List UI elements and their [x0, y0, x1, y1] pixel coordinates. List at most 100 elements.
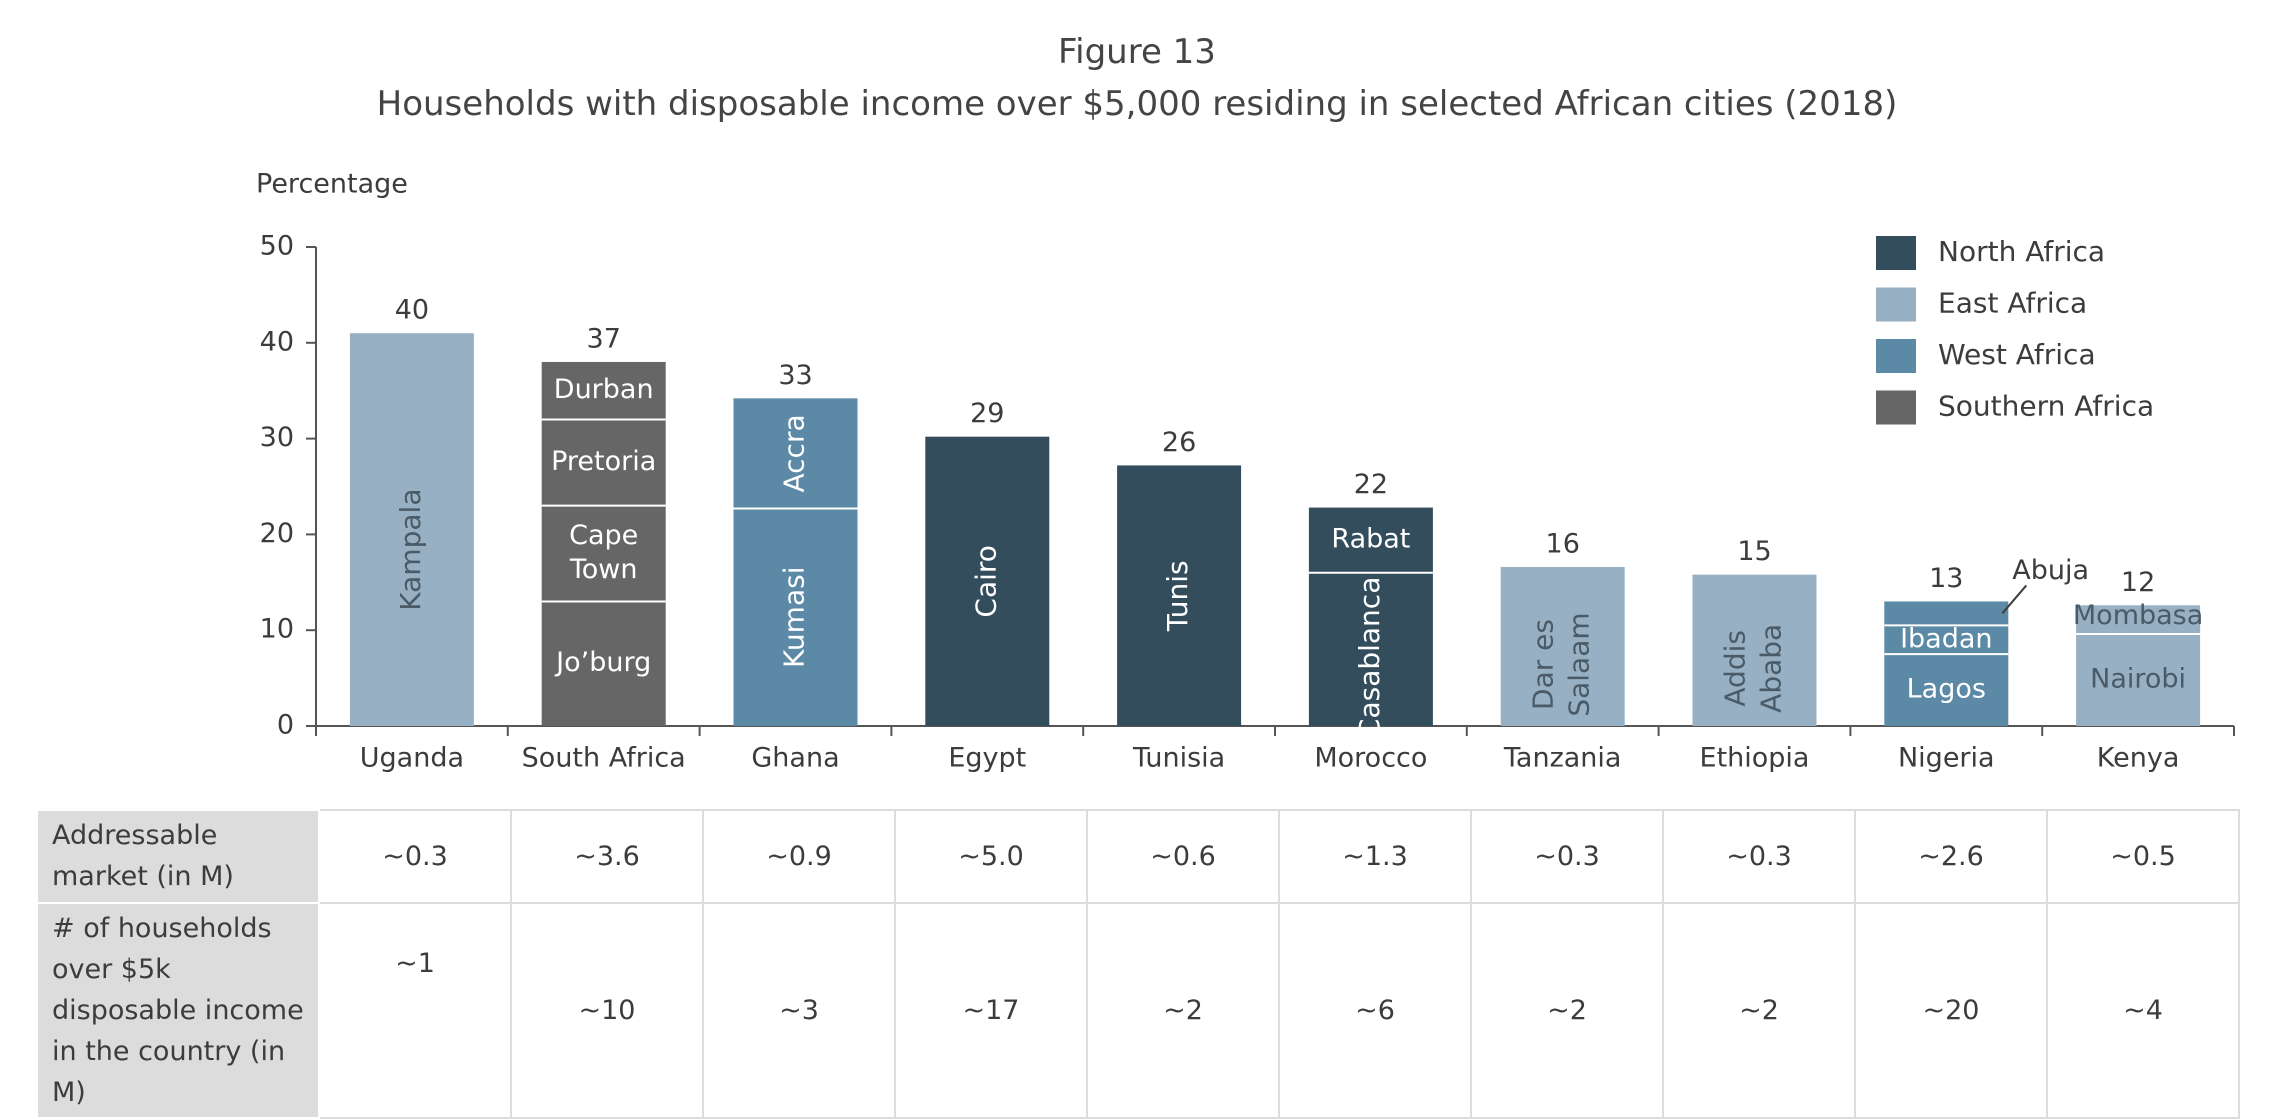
- bar-segment-kumasi: [733, 508, 858, 726]
- addressable-market-cell-7: ~0.3: [1470, 809, 1664, 904]
- row-label-addressable-market: Addressable market (in M): [36, 809, 320, 904]
- addressable-market-cell-8: ~0.3: [1662, 809, 1856, 904]
- city-label-casablanca: Casablanca: [1353, 577, 1386, 738]
- legend-swatch-west-africa: [1876, 339, 1916, 373]
- addressable-market-cell-5: ~0.6: [1086, 809, 1280, 904]
- households-cell-8: ~2: [1662, 902, 1856, 1119]
- table-row-addressable-market: Addressable market (in M) ~0.3 ~3.6 ~0.9 ~5…: [36, 809, 2240, 904]
- city-label-dar-es-salaam-line2: Salaam: [1563, 612, 1596, 716]
- y-axis-label: Percentage: [256, 169, 408, 200]
- addressable-market-cell-1: ~0.3: [318, 809, 512, 904]
- city-label-durban: Durban: [554, 374, 654, 405]
- city-label-rabat: Rabat: [1331, 524, 1410, 555]
- bar-segment-accra: [733, 398, 858, 509]
- x-tick-label-south-africa: South Africa: [522, 743, 686, 774]
- data-label-ethiopia: 15: [1737, 536, 1771, 567]
- y-tick-label: 10: [260, 614, 294, 645]
- legend-swatch-north-africa: [1876, 236, 1916, 270]
- legend-label-east-africa: East Africa: [1938, 287, 2087, 320]
- bar-segment-dar-es-salaam: [1500, 566, 1625, 726]
- figure-number: Figure 13: [1058, 32, 1216, 72]
- x-tick-label-ethiopia: Ethiopia: [1700, 743, 1810, 774]
- bar-segment-pretoria: [541, 419, 666, 506]
- addressable-market-cell-2: ~3.6: [510, 809, 704, 904]
- x-tick-label-ghana: Ghana: [751, 743, 839, 774]
- x-tick-label-morocco: Morocco: [1314, 743, 1427, 774]
- bar-segment-nairobi: [2076, 634, 2201, 726]
- city-label-dar-es-salaam-line1: Dar es: [1527, 619, 1560, 710]
- households-cell-3: ~3: [702, 902, 896, 1119]
- bar-segment-lagos: [1884, 654, 2009, 726]
- market-data-table: Addressable market (in M) ~0.3 ~3.6 ~0.9 ~5…: [36, 809, 2240, 1119]
- city-label-accra: Accra: [778, 414, 811, 492]
- bar-segment-durban: [541, 361, 666, 420]
- x-tick-label-tunisia: Tunisia: [1132, 743, 1225, 774]
- y-tick-label: 0: [277, 710, 294, 741]
- legend-label-north-africa: North Africa: [1938, 235, 2105, 268]
- households-cell-1: ~1: [318, 902, 512, 1119]
- data-label-nigeria: 13: [1929, 563, 1963, 594]
- bar-segment-tunis: [1117, 465, 1242, 726]
- city-label-kampala: Kampala: [394, 489, 427, 611]
- city-label-nairobi: Nairobi: [2090, 664, 2186, 695]
- data-label-egypt: 29: [970, 398, 1004, 429]
- table-row-households: # of households over $5k disposable inco…: [36, 902, 2240, 1119]
- data-label-tunisia: 26: [1162, 427, 1196, 458]
- bar-chart: Percentage 0 10 20 30 40 50 40 Uganda 37 South Afr…: [256, 169, 2235, 774]
- bar-segment-ibadan: [1884, 625, 2009, 655]
- bar-segment-rabat: [1308, 507, 1433, 573]
- legend-swatch-southern-africa: [1876, 390, 1916, 425]
- legend-swatch-east-africa: [1876, 287, 1916, 322]
- x-tick-label-uganda: Uganda: [360, 743, 464, 774]
- row-label-households: # of households over $5k disposable inco…: [36, 902, 320, 1119]
- bar-segment-cairo: [925, 436, 1050, 726]
- bar-segment-abuja: [1884, 601, 2009, 626]
- addressable-market-cell-4: ~5.0: [894, 809, 1088, 904]
- legend-label-west-africa: West Africa: [1938, 338, 2096, 371]
- households-cell-2: ~10: [510, 902, 704, 1119]
- city-label-ibadan: Ibadan: [1900, 623, 1992, 654]
- city-label-pretoria: Pretoria: [551, 446, 656, 477]
- addressable-market-cell-10: ~0.5: [2046, 809, 2240, 904]
- data-label-ghana: 33: [778, 360, 812, 391]
- households-cell-5: ~2: [1086, 902, 1280, 1119]
- y-tick-label: 50: [260, 231, 294, 262]
- addressable-market-cell-9: ~2.6: [1854, 809, 2048, 904]
- city-label-jo-burg: Jo’burg: [554, 647, 651, 678]
- households-cell-6: ~6: [1278, 902, 1472, 1119]
- households-cell-10: ~4: [2046, 902, 2240, 1119]
- bar-segment-cape-town: [541, 505, 666, 602]
- bar-segment-mombasa: [2076, 605, 2201, 635]
- city-label-kumasi: Kumasi: [778, 567, 811, 669]
- y-tick-label: 20: [260, 518, 294, 549]
- data-label-south-africa: 37: [587, 323, 621, 354]
- households-cell-4: ~17: [894, 902, 1088, 1119]
- city-label-lagos: Lagos: [1907, 674, 1986, 705]
- legend-label-southern-africa: Southern Africa: [1938, 390, 2154, 423]
- x-tick-label-egypt: Egypt: [948, 743, 1026, 774]
- data-label-morocco: 22: [1354, 469, 1388, 500]
- x-tick-label-kenya: Kenya: [2097, 743, 2180, 774]
- y-tick-label: 40: [260, 326, 294, 357]
- city-label-abuja: Abuja: [2012, 555, 2089, 586]
- addressable-market-cell-6: ~1.3: [1278, 809, 1472, 904]
- data-label-kenya: 12: [2121, 567, 2155, 598]
- y-tick-label: 30: [260, 422, 294, 453]
- bar-segment-casablanca: [1308, 572, 1433, 726]
- city-label-addis-ababa-line1: Addis: [1719, 630, 1752, 707]
- city-label-cape-town-line1: Cape: [569, 520, 638, 551]
- x-tick-label-nigeria: Nigeria: [1898, 743, 1995, 774]
- city-label-cape-town-line2: Town: [569, 554, 638, 585]
- city-label-addis-ababa-line2: Ababa: [1755, 624, 1788, 713]
- addressable-market-cell-3: ~0.9: [702, 809, 896, 904]
- city-label-tunis: Tunis: [1161, 560, 1194, 632]
- x-tick-label-tanzania: Tanzania: [1503, 743, 1622, 774]
- figure-title: Households with disposable income over $…: [376, 84, 1898, 124]
- households-cell-9: ~20: [1854, 902, 2048, 1119]
- city-label-cairo: Cairo: [969, 545, 1002, 618]
- bar-segment-jo-burg: [541, 601, 666, 726]
- data-label-uganda: 40: [395, 295, 429, 326]
- households-cell-7: ~2: [1470, 902, 1664, 1119]
- bar-segment-kampala: [349, 333, 474, 726]
- abuja-leader-line: [2001, 584, 2028, 615]
